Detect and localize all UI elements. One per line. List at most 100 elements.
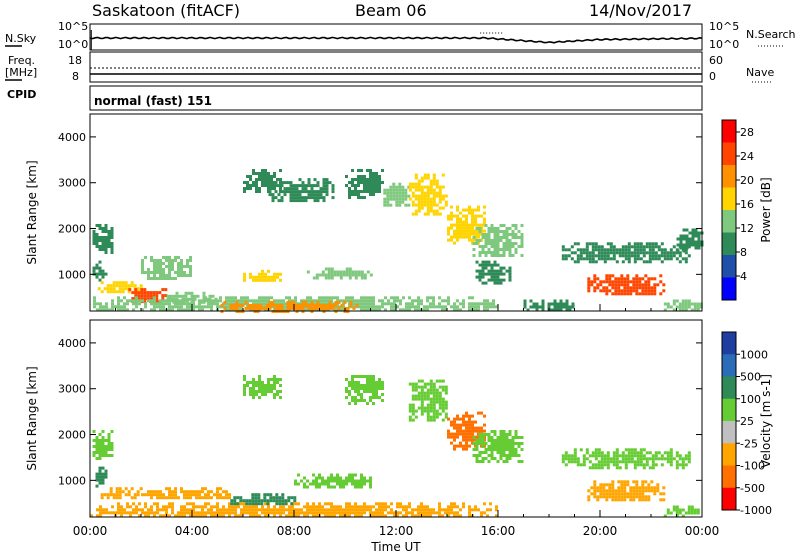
nsky-panel — [89, 23, 703, 51]
power-region-18 — [523, 299, 575, 312]
nave-label: Nave — [746, 66, 775, 79]
power-colorbar-seg-4 — [722, 210, 736, 233]
power-colorbar-seg-3 — [722, 187, 736, 211]
velocity-ytick-label-2: 3000 — [58, 383, 86, 396]
power-cb-label-1: 8 — [740, 246, 747, 259]
velocity-region-13 — [587, 480, 666, 502]
velocity-colorbar-seg-1 — [722, 354, 736, 377]
power-region-10 — [243, 169, 282, 193]
cpid-label: CPID — [7, 88, 37, 101]
power-colorbar-frame — [721, 119, 737, 301]
velocity-colorbar-seg-0 — [722, 332, 736, 355]
nsky-tick-bottom: 10^0 — [58, 38, 89, 51]
velocity-cb-label-1: 500 — [740, 371, 761, 384]
velocity-ytick-label-1: 2000 — [58, 429, 86, 442]
velocity-cb-label-0: 1000 — [740, 348, 768, 361]
velocity-ylabel: Slant Range [km] — [25, 366, 39, 470]
power-region-7 — [166, 291, 218, 304]
power-region-8 — [243, 269, 282, 282]
velocity-region-5 — [230, 493, 297, 506]
velocity-region-6 — [294, 473, 372, 489]
power-region-13 — [383, 182, 411, 207]
velocity-colorbar-seg-4 — [722, 421, 736, 444]
velocity-region-14 — [663, 505, 700, 518]
power-heatmap — [92, 169, 704, 313]
power-region-14 — [408, 173, 448, 216]
xtick-label-4: 16:00 — [481, 524, 516, 538]
power-region-15 — [447, 205, 486, 245]
velocity-cb-label-5: -100 — [740, 460, 765, 473]
xtick-label-2: 08:00 — [277, 524, 312, 538]
xtick-label-5: 20:00 — [583, 524, 618, 538]
power-region-11 — [268, 178, 335, 203]
power-region-9 — [306, 267, 373, 280]
power-ytick-label-3: 4000 — [58, 131, 86, 144]
power-ytick-label-1: 2000 — [58, 223, 86, 236]
power-region-22 — [663, 299, 703, 312]
velocity-cb-label-3: 25 — [740, 415, 754, 428]
nsky-label: N.Sky — [5, 32, 37, 45]
velocity-region-7 — [243, 375, 282, 399]
xtick-label-3: 12:00 — [379, 524, 414, 538]
power-region-17 — [475, 260, 512, 285]
velocity-region-2 — [100, 487, 143, 500]
power-ylabel: Slant Range [km] — [25, 160, 39, 264]
velocity-region-12 — [561, 448, 691, 470]
velocity-cb-label-4: -25 — [740, 437, 758, 450]
velocity-cb-label-6: -500 — [740, 482, 765, 495]
power-cb-label-5: 24 — [740, 150, 754, 163]
power-region-21 — [676, 228, 704, 253]
velocity-colorbar-label: Velocity [m s-1] — [759, 374, 773, 468]
power-cb-label-2: 12 — [740, 222, 754, 235]
power-region-20 — [587, 274, 666, 296]
xtick-label-1: 04:00 — [175, 524, 210, 538]
velocity-ytick-label-0: 1000 — [58, 474, 86, 487]
cpid-value: normal (fast) 151 — [94, 94, 212, 108]
power-colorbar — [722, 120, 736, 301]
power-region-12 — [345, 169, 384, 199]
xtick-label-0: 00:00 — [73, 524, 108, 538]
nsearch-tick-bottom: 10^0 — [709, 38, 740, 51]
freq-tick-bottom: 8 — [72, 70, 79, 83]
date-title: 14/Nov/2017 — [589, 1, 693, 20]
power-colorbar-seg-6 — [722, 255, 736, 278]
station-title: Saskatoon (fitACF) — [92, 1, 241, 20]
power-ytick-label-0: 1000 — [58, 268, 86, 281]
power-cb-label-6: 28 — [740, 126, 754, 139]
nsky-line — [89, 36, 703, 44]
velocity-cb-label-2: 100 — [740, 393, 761, 406]
power-region-16 — [472, 224, 524, 257]
velocity-heatmap — [90, 375, 700, 518]
velocity-cb-label-7: -1000 — [740, 504, 772, 517]
cpid-panel — [89, 85, 703, 111]
power-colorbar-seg-5 — [722, 232, 736, 256]
velocity-colorbar-seg-7 — [722, 487, 736, 511]
power-region-19 — [561, 242, 691, 264]
nsearch-label: N.Search — [746, 28, 796, 41]
power-colorbar-seg-1 — [722, 142, 736, 166]
freq-tick-top: 18 — [68, 54, 82, 67]
power-colorbar-seg-2 — [722, 165, 736, 188]
power-cb-label-4: 20 — [740, 174, 754, 187]
beam-title: Beam 06 — [355, 1, 427, 20]
power-region-0 — [92, 224, 114, 254]
velocity-region-11 — [472, 430, 524, 463]
power-colorbar-label: Power [dB] — [759, 177, 773, 242]
freq-unit: [MHz] — [5, 66, 38, 79]
power-region-6 — [141, 256, 192, 280]
power-cb-label-3: 16 — [740, 198, 754, 211]
velocity-ytick-label-3: 4000 — [58, 337, 86, 350]
nsearch-tick-top: 10^5 — [709, 20, 740, 33]
velocity-region-4 — [141, 487, 231, 500]
freq-label: Freq. — [8, 54, 36, 67]
velocity-region-8 — [345, 375, 384, 405]
nave-tick-bottom: 0 — [709, 70, 716, 83]
nave-tick-top: 60 — [709, 54, 723, 67]
power-cb-label-0: 4 — [740, 270, 747, 283]
nsky-tick-top: 10^5 — [58, 20, 89, 33]
freq-panel — [89, 51, 703, 83]
velocity-region-1 — [95, 466, 108, 488]
velocity-colorbar-seg-2 — [722, 376, 736, 400]
xlabel: Time UT — [370, 540, 421, 554]
